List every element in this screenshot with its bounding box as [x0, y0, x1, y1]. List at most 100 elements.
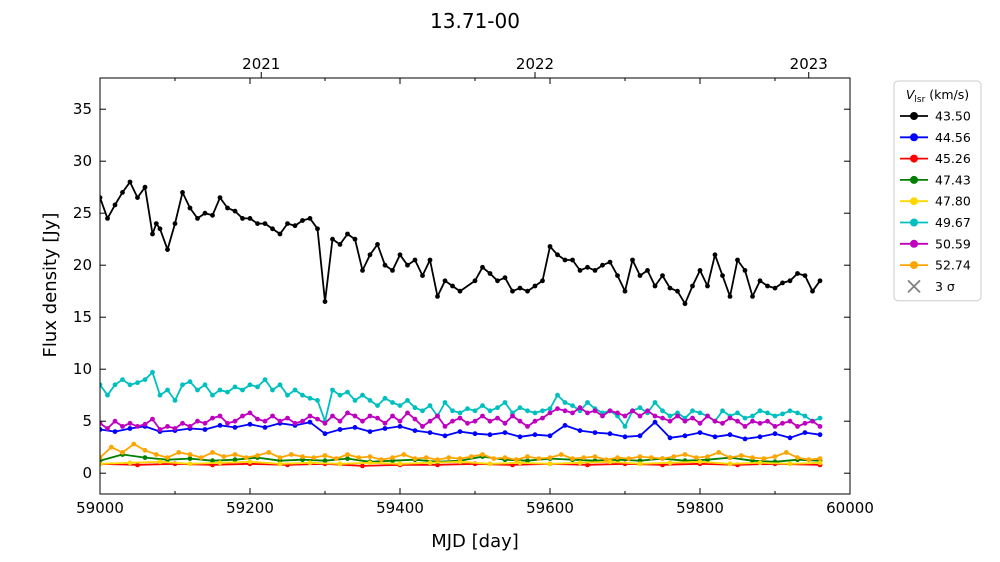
data-point — [315, 416, 320, 422]
data-point — [697, 430, 703, 435]
data-point — [435, 457, 440, 463]
data-point — [300, 454, 305, 459]
data-point — [180, 420, 185, 426]
legend-marker — [910, 239, 918, 248]
data-point — [217, 195, 223, 201]
data-point — [622, 434, 628, 440]
data-point — [142, 455, 148, 460]
data-point — [330, 236, 335, 242]
data-point — [405, 410, 410, 416]
data-point — [495, 415, 500, 421]
data-point — [112, 202, 118, 208]
data-point — [262, 418, 268, 424]
data-point — [322, 458, 328, 464]
data-point — [787, 278, 793, 284]
data-point — [157, 392, 163, 398]
data-point — [480, 413, 485, 419]
data-point — [225, 205, 230, 211]
data-point — [135, 195, 140, 201]
data-point — [367, 252, 373, 258]
data-point — [513, 457, 519, 463]
data-point — [397, 461, 403, 467]
legend-marker — [910, 133, 918, 142]
data-point — [622, 413, 628, 419]
data-point — [757, 420, 763, 426]
data-point — [397, 252, 403, 258]
data-point — [622, 288, 628, 294]
data-point — [165, 424, 170, 429]
data-point — [772, 413, 778, 419]
data-point — [127, 179, 133, 185]
legend-marker — [910, 218, 918, 227]
data-point — [637, 433, 643, 439]
data-point — [645, 268, 650, 273]
data-point — [412, 416, 418, 422]
data-point — [247, 459, 253, 465]
data-point — [525, 424, 530, 429]
data-point — [532, 410, 538, 416]
data-point — [558, 452, 564, 457]
data-point — [255, 416, 260, 422]
data-point — [202, 210, 208, 216]
data-point — [502, 400, 508, 405]
data-point — [270, 413, 275, 419]
data-point — [705, 413, 710, 419]
legend-label: 44.56 — [935, 130, 971, 145]
data-point — [472, 431, 478, 437]
data-point — [337, 461, 343, 467]
data-point — [367, 398, 373, 403]
data-point — [750, 455, 755, 460]
data-point — [716, 450, 722, 455]
data-point — [780, 280, 785, 286]
data-point — [660, 273, 665, 278]
data-point — [757, 278, 763, 284]
legend-title: Vlsr (km/s) — [906, 87, 969, 105]
data-point — [127, 426, 133, 431]
legend-entry: 52.74 — [900, 258, 971, 273]
data-point — [300, 218, 305, 223]
data-point — [300, 392, 305, 398]
data-point — [390, 455, 395, 460]
data-point — [307, 413, 313, 419]
data-point — [135, 380, 140, 386]
data-point — [645, 408, 650, 414]
data-point — [345, 456, 350, 461]
data-point — [540, 408, 545, 414]
data-point — [105, 426, 110, 431]
data-point — [150, 416, 155, 422]
data-point — [510, 288, 515, 294]
data-point — [607, 408, 613, 414]
legend-marker — [910, 261, 918, 270]
data-point — [345, 231, 350, 237]
data-point — [187, 461, 193, 467]
legend-entry: 47.43 — [900, 172, 971, 187]
data-point — [127, 460, 133, 466]
data-point — [442, 278, 448, 284]
data-point — [742, 436, 748, 442]
data-point — [427, 257, 433, 263]
data-point — [210, 450, 215, 455]
data-point — [495, 405, 500, 411]
data-point — [367, 413, 373, 419]
data-point — [247, 382, 253, 388]
data-point — [637, 461, 643, 467]
data-point — [120, 450, 125, 455]
data-point — [397, 418, 403, 424]
data-point — [176, 450, 182, 455]
data-point — [427, 460, 433, 466]
data-point — [735, 257, 740, 263]
data-point — [285, 392, 290, 398]
data-point — [720, 408, 725, 414]
data-point — [592, 408, 598, 414]
data-point — [382, 262, 388, 268]
data-point — [285, 415, 290, 421]
data-point — [547, 461, 553, 467]
data-point — [472, 278, 478, 284]
y-tick-label: 0 — [82, 464, 92, 482]
data-point — [742, 268, 748, 273]
data-point — [622, 424, 628, 429]
data-point — [502, 430, 508, 435]
data-point — [120, 377, 125, 382]
data-point — [780, 411, 785, 417]
